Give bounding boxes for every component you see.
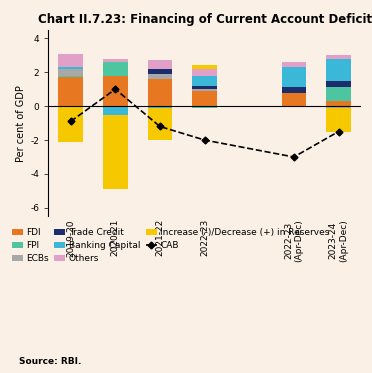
Bar: [282, 93, 306, 106]
Bar: [148, 79, 172, 106]
Bar: [326, 108, 351, 132]
Bar: [103, 76, 128, 106]
Bar: [58, 67, 83, 69]
Bar: [58, 76, 83, 77]
Bar: [192, 106, 217, 108]
Bar: [148, 69, 172, 74]
Bar: [326, 81, 351, 88]
Bar: [192, 86, 217, 89]
Bar: [103, 59, 128, 62]
Bar: [148, 106, 172, 108]
Bar: [148, 108, 172, 140]
Y-axis label: Per cent of GDP: Per cent of GDP: [16, 85, 26, 162]
Bar: [282, 62, 306, 67]
Bar: [58, 106, 83, 142]
Bar: [326, 88, 351, 101]
Bar: [326, 59, 351, 81]
Bar: [192, 69, 217, 76]
Bar: [148, 60, 172, 69]
Bar: [148, 74, 172, 79]
Bar: [282, 67, 306, 88]
Title: Chart II.7.23: Financing of Current Account Deficit: Chart II.7.23: Financing of Current Acco…: [38, 13, 372, 26]
Bar: [103, 62, 128, 76]
Bar: [103, 106, 128, 115]
Bar: [192, 91, 217, 106]
Bar: [192, 76, 217, 86]
Text: Source: RBI.: Source: RBI.: [19, 357, 81, 366]
Bar: [58, 69, 83, 76]
Bar: [58, 77, 83, 106]
Bar: [326, 101, 351, 106]
Bar: [103, 115, 128, 189]
Bar: [326, 55, 351, 59]
Bar: [192, 89, 217, 91]
Bar: [326, 106, 351, 108]
Bar: [192, 65, 217, 69]
Bar: [282, 88, 306, 93]
Legend: FDI, FPI, ECBs, Trade Credit, Banking Capital, Others, Increase (-)/Decrease (+): FDI, FPI, ECBs, Trade Credit, Banking Ca…: [12, 228, 330, 263]
Bar: [58, 54, 83, 67]
